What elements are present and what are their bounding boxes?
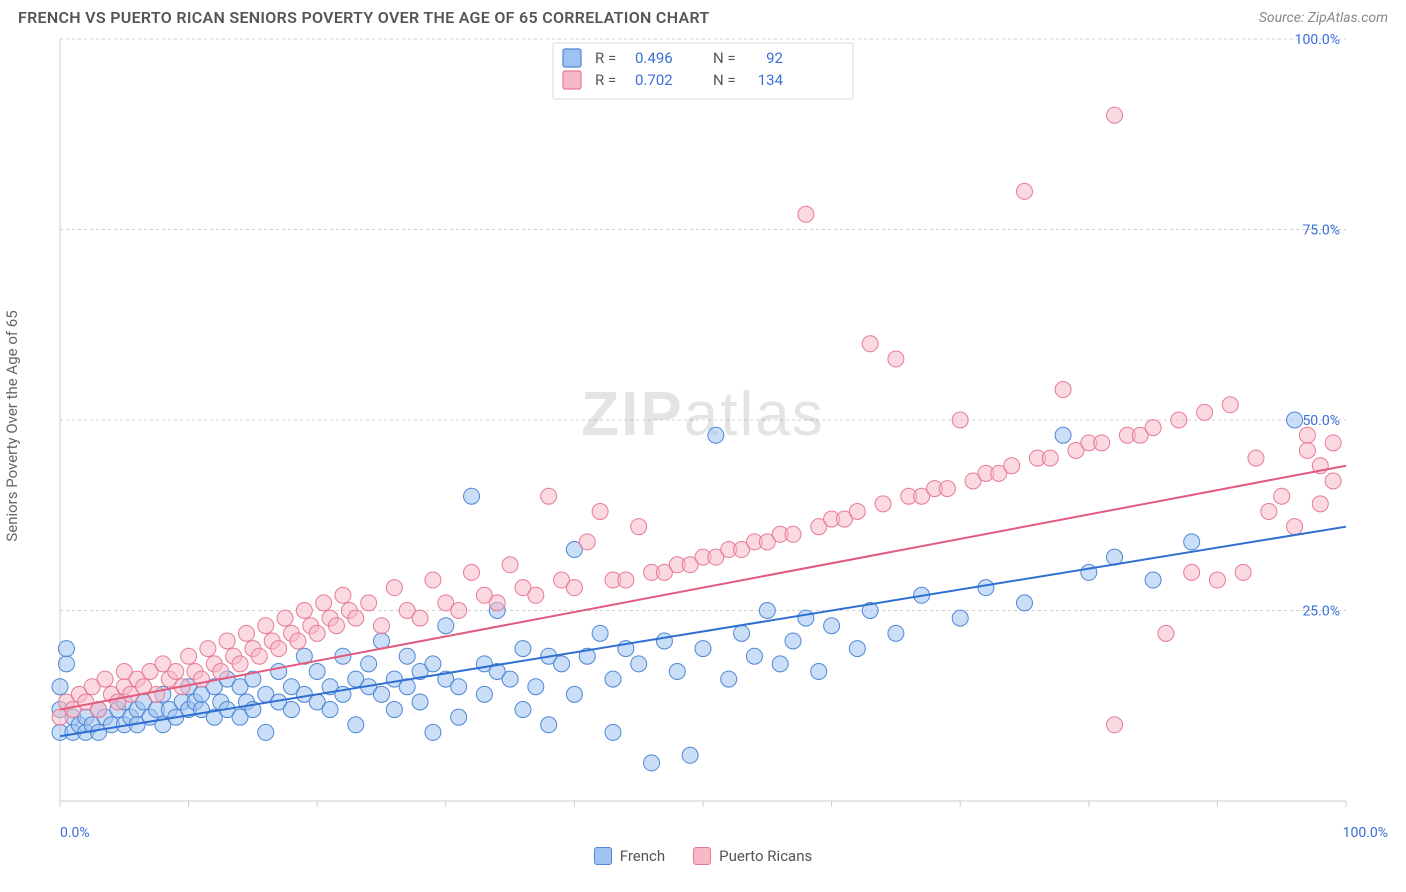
svg-text:R =: R = <box>595 49 616 67</box>
svg-text:R =: R = <box>595 71 616 89</box>
svg-text:25.0%: 25.0% <box>1302 604 1340 620</box>
source-label: Source: ZipAtlas.com <box>1259 10 1388 26</box>
x-max-label: 100.0% <box>1343 825 1388 841</box>
legend: French Puerto Ricans <box>0 847 1406 865</box>
x-min-label: 0.0% <box>60 825 90 841</box>
legend-item-pr: Puerto Ricans <box>693 847 812 865</box>
chart-title: FRENCH VS PUERTO RICAN SENIORS POVERTY O… <box>18 8 710 27</box>
svg-text:0.702: 0.702 <box>635 71 673 89</box>
legend-swatch-pr <box>693 847 711 865</box>
svg-text:134: 134 <box>758 71 784 89</box>
svg-text:N =: N = <box>713 49 736 67</box>
legend-swatch-french <box>594 847 612 865</box>
svg-text:50.0%: 50.0% <box>1302 413 1340 429</box>
plot-area: Seniors Poverty Over the Age of 65 25.0%… <box>18 31 1388 821</box>
svg-text:0.496: 0.496 <box>635 49 673 67</box>
legend-label-pr: Puerto Ricans <box>719 847 812 865</box>
svg-text:75.0%: 75.0% <box>1302 223 1340 239</box>
legend-label-french: French <box>620 847 665 865</box>
svg-text:ZIPatlas: ZIPatlas <box>581 380 824 449</box>
legend-item-french: French <box>594 847 665 865</box>
svg-text:92: 92 <box>766 49 783 67</box>
svg-text:N =: N = <box>713 71 736 89</box>
svg-text:100.0%: 100.0% <box>1295 32 1340 48</box>
y-axis-label: Seniors Poverty Over the Age of 65 <box>3 310 21 541</box>
scatter-chart: 25.0% 50.0% 75.0% 100.0% ZIPatlas R = 0.496 N =… <box>18 31 1348 821</box>
